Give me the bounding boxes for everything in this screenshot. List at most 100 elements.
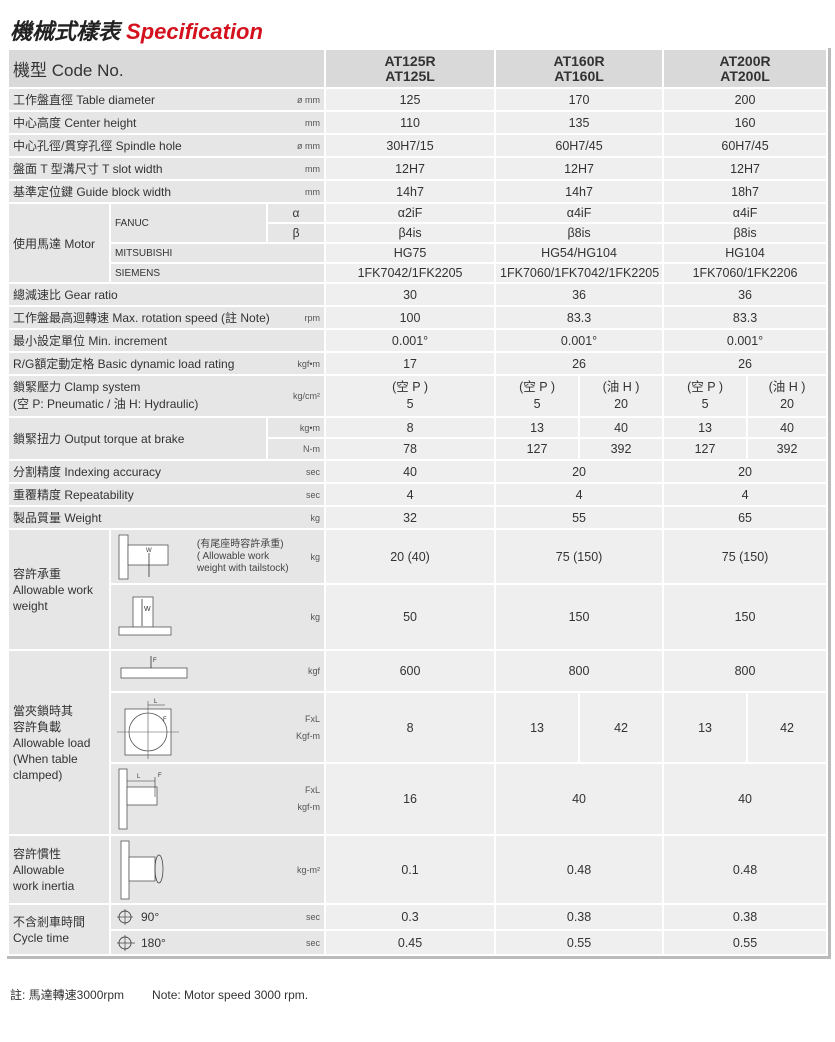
value-cell: 110: [326, 112, 495, 133]
model-name: AT160R: [553, 52, 605, 69]
diagram-cell: W kg: [111, 585, 325, 649]
value-cell: 800: [664, 651, 827, 691]
row-label: 重覆精度 Repeatability sec: [9, 484, 325, 505]
model-name: AT200R: [719, 52, 771, 69]
value-cell: (油 H ) 20: [748, 376, 827, 416]
value-cell: 1FK7060/1FK2206: [664, 264, 827, 282]
unit: kg: [310, 551, 321, 562]
value-cell: 17: [326, 353, 495, 374]
value-cell: 125: [326, 89, 495, 110]
value-cell: 26: [496, 353, 663, 374]
clamp-type: (油 H ): [602, 380, 640, 394]
beta-label: β: [268, 224, 325, 242]
clamp-value: 5: [701, 397, 709, 411]
value-cell: 8: [326, 693, 495, 762]
unit: FxL kgf-m: [298, 782, 321, 816]
value-cell: 0.55: [496, 931, 663, 954]
row-label: 基準定位鍵 Guide block width mm: [9, 181, 325, 202]
value-cell: 135: [496, 112, 663, 133]
unit: ø mm: [297, 140, 321, 151]
unit-1: FxL: [305, 785, 321, 795]
value-cell: 13: [496, 693, 579, 762]
clamp-value: 20: [614, 397, 628, 411]
unit: ø mm: [297, 94, 321, 105]
model-name: AT125L: [385, 67, 435, 84]
row-label: 盤面 T 型溝尺寸 T slot width mm: [9, 158, 325, 179]
value-cell: 12H7: [496, 158, 663, 179]
unit: mm: [305, 163, 321, 174]
l-label: L: [137, 774, 141, 780]
note-zh: 註: 馬達轉速3000rpm: [10, 988, 125, 1002]
value-cell: 4: [326, 484, 495, 505]
clamp-type: (空 P ): [687, 380, 723, 394]
vertical-load-diagram: W: [118, 596, 172, 636]
clamp-type: (空 P ): [392, 380, 428, 394]
value-cell: 75 (150): [496, 530, 663, 583]
value-cell: 40: [496, 764, 663, 834]
model-name: AT200L: [720, 67, 770, 84]
value-cell: 392: [748, 439, 827, 459]
diagram-cell: 90° sec: [111, 905, 325, 929]
value-cell: 100: [326, 307, 495, 328]
clamp-type: (油 H ): [768, 380, 806, 394]
label-zh: 容許負載: [13, 719, 62, 734]
clamp-label-1: 鎖緊壓力 Clamp system: [13, 380, 141, 394]
value-cell: β4is: [326, 224, 495, 242]
value-cell: β8is: [664, 224, 827, 242]
work-weight-label: 容許承重 Allowable work weight: [9, 530, 109, 649]
label-en: work inertia: [13, 878, 75, 893]
label-text: 總減速比 Gear ratio: [13, 288, 118, 302]
value-cell: 392: [580, 439, 663, 459]
note-zh: (有尾座時容許承重): [196, 538, 284, 550]
deg-label: 90°: [141, 910, 160, 924]
value-cell: β8is: [496, 224, 663, 242]
value-cell: HG54/HG104: [496, 244, 663, 262]
unit: N-m: [268, 439, 325, 459]
value-cell: 0.38: [664, 905, 827, 929]
value-cell: 50: [326, 585, 495, 649]
model-header: AT125R AT125L: [326, 50, 495, 87]
diagram-cell: kg-m²: [111, 836, 325, 903]
value-cell: 0.3: [326, 905, 495, 929]
value-cell: 0.001°: [326, 330, 495, 351]
label-zh: 當夾鎖時其: [13, 703, 74, 718]
model-header: AT200R AT200L: [664, 50, 827, 87]
value-cell: 12H7: [326, 158, 495, 179]
value-cell: 26: [664, 353, 827, 374]
f-label: F: [163, 717, 167, 723]
spec-row-weight: 製品質量 Weight kg 32 55 65: [9, 507, 827, 528]
header-row: 機型 Code No. AT125R AT125L AT160R AT160L AT…: [9, 50, 827, 87]
unit-2: Kgf-m: [296, 730, 321, 741]
value-cell: α4iF: [664, 204, 827, 222]
value-cell: 127: [496, 439, 579, 459]
title-en: Specification: [126, 19, 263, 44]
cycle-row: 180° sec 0.45 0.55 0.55: [9, 931, 827, 954]
value-cell: 40: [664, 764, 827, 834]
value-cell: (空 P ) 5: [664, 376, 747, 416]
note-en: weight with tailstock): [196, 562, 289, 574]
unit: kgf: [308, 666, 321, 676]
unit: FxL Kgf-m: [296, 711, 320, 745]
clamp-value: 20: [780, 397, 794, 411]
value-cell: 0.38: [496, 905, 663, 929]
label-text: 分割精度 Indexing accuracy: [13, 465, 162, 479]
torque-row: N-m 78 127 392 127 392: [9, 439, 827, 459]
row-label: 製品質量 Weight kg: [9, 507, 325, 528]
label-text: 中心孔徑/貫穿孔徑 Spindle hole: [13, 139, 182, 153]
value-cell: (油 H ) 20: [580, 376, 663, 416]
value-cell: 20: [496, 461, 663, 482]
inertia-label: 容許慣性 Allowable work inertia: [9, 836, 109, 903]
value-cell: 16: [326, 764, 495, 834]
label-en: Allowable load: [13, 735, 91, 750]
mitsubishi-label: MITSUBISHI: [111, 244, 325, 262]
value-cell: 150: [664, 585, 827, 649]
f-label: F: [153, 658, 157, 664]
value-cell: 0.48: [664, 836, 827, 903]
spec-row-spindle-hole: 中心孔徑/貫穿孔徑 Spindle hole ø mm 30H7/15 60H7/…: [9, 135, 827, 156]
value-cell: 0.001°: [496, 330, 663, 351]
code-no-label: 機型 Code No.: [9, 50, 325, 87]
value-cell: 0.45: [326, 931, 495, 954]
row-label: 工作盤直徑 Table diameter ø mm: [9, 89, 325, 110]
